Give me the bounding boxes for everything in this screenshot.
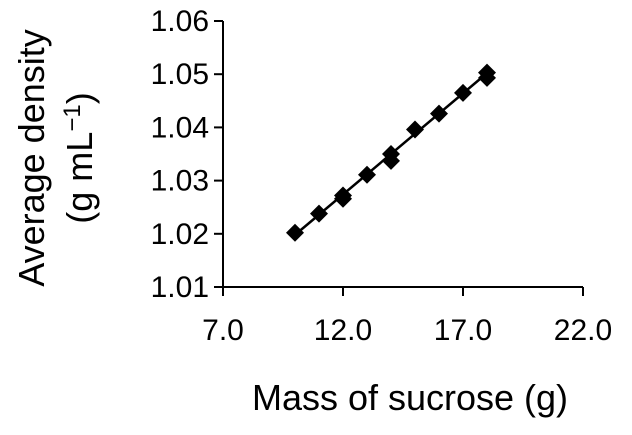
y-ticks: 1.01 1.02 1.03 1.04 1.05 1.06 bbox=[151, 5, 223, 304]
data-points bbox=[286, 63, 496, 242]
y-tick-label: 1.04 bbox=[151, 111, 209, 144]
x-tick-label: 22.0 bbox=[554, 314, 612, 347]
y-tick-label: 1.02 bbox=[151, 218, 209, 251]
axes bbox=[222, 21, 583, 288]
data-point bbox=[310, 204, 328, 223]
data-point bbox=[430, 104, 448, 123]
y-axis-title: Average density (g mL−1) bbox=[11, 29, 100, 287]
y-tick-label: 1.05 bbox=[151, 58, 209, 91]
data-point bbox=[358, 165, 376, 184]
x-tick-label: 7.0 bbox=[202, 314, 244, 347]
y-tick-label: 1.03 bbox=[151, 165, 209, 198]
data-point bbox=[454, 83, 472, 102]
x-tick-label: 17.0 bbox=[434, 314, 492, 347]
data-point bbox=[478, 68, 496, 87]
y-axis-title-line2: (g mL−1) bbox=[59, 92, 100, 223]
y-axis-title-close: ) bbox=[59, 92, 100, 104]
y-tick-label: 1.06 bbox=[151, 5, 209, 38]
y-tick-label: 1.01 bbox=[151, 271, 209, 304]
data-point bbox=[286, 223, 304, 242]
x-tick-label: 12.0 bbox=[314, 314, 372, 347]
x-axis-title: Mass of sucrose (g) bbox=[252, 377, 568, 418]
y-axis-title-superscript: −1 bbox=[59, 104, 86, 131]
data-point bbox=[406, 120, 424, 139]
data-point bbox=[382, 151, 400, 170]
y-axis-title-line1: Average density bbox=[11, 29, 52, 287]
y-axis-title-unit: (g mL bbox=[59, 132, 100, 224]
x-ticks: 7.0 12.0 17.0 22.0 bbox=[202, 287, 612, 347]
data-point bbox=[334, 189, 352, 208]
